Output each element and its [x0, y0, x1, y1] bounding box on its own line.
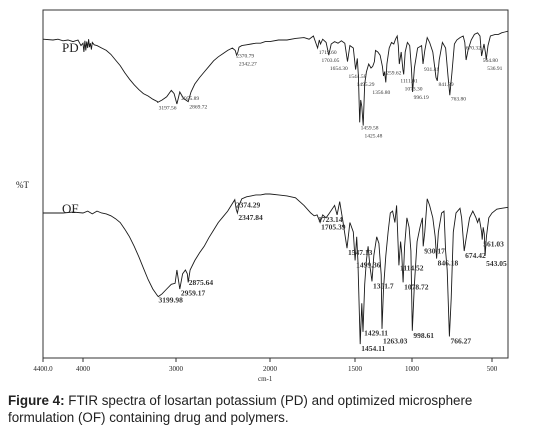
- peak-label: 1719.60: [319, 50, 337, 56]
- peak-label: 670.32: [466, 45, 481, 51]
- x-tick-label: 1500: [348, 365, 363, 373]
- peak-label: 1429.11: [364, 329, 388, 338]
- peak-label: 1703.05: [321, 58, 339, 64]
- peak-label: 1425.48: [365, 133, 383, 139]
- series-label-pd: PD: [62, 40, 79, 55]
- x-axis-label: cm-1: [258, 375, 273, 383]
- peak-label: 1654.30: [330, 66, 348, 72]
- peak-label: 1705.39: [321, 223, 346, 232]
- peak-label: 3197.56: [159, 105, 177, 111]
- x-tick-label: 3000: [169, 365, 184, 373]
- caption-label: Figure 4:: [8, 393, 65, 408]
- peak-label: 536.91: [487, 66, 502, 72]
- x-tick-label: 4000: [76, 365, 91, 373]
- peak-label: 1723.14: [318, 215, 343, 224]
- peak-label: 2342.27: [239, 61, 257, 67]
- peak-label: 1078.72: [404, 282, 429, 291]
- peak-label: 561.03: [483, 240, 504, 249]
- peak-label: 1547.13: [348, 248, 373, 257]
- x-axis-ticks: 4400.0 4000 3000 2000 1500 1000 500: [33, 358, 498, 373]
- series-label-of: OF: [62, 201, 79, 216]
- peak-label: 930.17: [424, 246, 445, 255]
- peak-label: 2370.79: [236, 53, 254, 59]
- x-tick-label: 1000: [405, 365, 420, 373]
- peak-label: 1454.11: [361, 344, 385, 353]
- x-tick-label: 2000: [263, 365, 278, 373]
- peak-label: 1351.7: [373, 281, 394, 290]
- peak-label: 2869.72: [189, 104, 207, 110]
- peak-label: 1111.01: [400, 78, 418, 84]
- peak-label: 998.61: [413, 331, 434, 340]
- peak-label: 1459.58: [361, 125, 379, 131]
- figure-caption: Figure 4: FTIR spectra of losartan potas…: [8, 392, 532, 426]
- peak-label: 674.42: [465, 251, 486, 260]
- peak-label: 2959.17: [181, 288, 206, 297]
- peak-label: 1114.52: [400, 264, 424, 273]
- peak-label: 846.18: [438, 259, 459, 268]
- peak-label: 1263.03: [383, 337, 408, 346]
- peak-label: 2955.89: [181, 96, 199, 102]
- y-axis-label: %T: [16, 180, 29, 190]
- peak-label: 1495.29: [357, 82, 375, 88]
- peak-label: 841.89: [438, 82, 453, 88]
- peak-label: 543.05: [486, 259, 507, 268]
- series-line-pd: [42, 30, 509, 126]
- peak-label: 1544.58: [349, 74, 367, 80]
- peak-label: 2347.84: [238, 213, 263, 222]
- peak-label: 1356.80: [372, 90, 390, 96]
- peak-label: 1499.36: [356, 261, 381, 270]
- peak-label: 2374.29: [236, 200, 261, 209]
- x-tick-label: 4400.0: [33, 365, 53, 373]
- plot-frame: [42, 9, 509, 359]
- peak-label: 3199.98: [158, 296, 183, 305]
- peak-label: 996.19: [414, 95, 429, 101]
- series-line-of: [43, 193, 509, 345]
- peak-label: 1073.30: [405, 86, 423, 92]
- caption-text: FTIR spectra of losartan potassium (PD) …: [8, 393, 473, 425]
- peak-label: 564.80: [483, 58, 498, 64]
- peak-label: 766.27: [450, 337, 471, 346]
- peak-label: 931.41: [424, 67, 439, 73]
- peak-label: 1259.62: [383, 70, 401, 76]
- ftir-spectra-chart: %T PD OF cm-1 4400.0 4000 3000 2000 1500 1000…: [16, 9, 509, 383]
- x-tick-label: 500: [487, 365, 498, 373]
- series-pd-group: 3197.56 2955.89 2869.72 2370.79 2342.27 1719.…: [42, 30, 509, 139]
- peak-label: 763.80: [451, 97, 466, 103]
- peak-label: 2875.64: [189, 278, 214, 287]
